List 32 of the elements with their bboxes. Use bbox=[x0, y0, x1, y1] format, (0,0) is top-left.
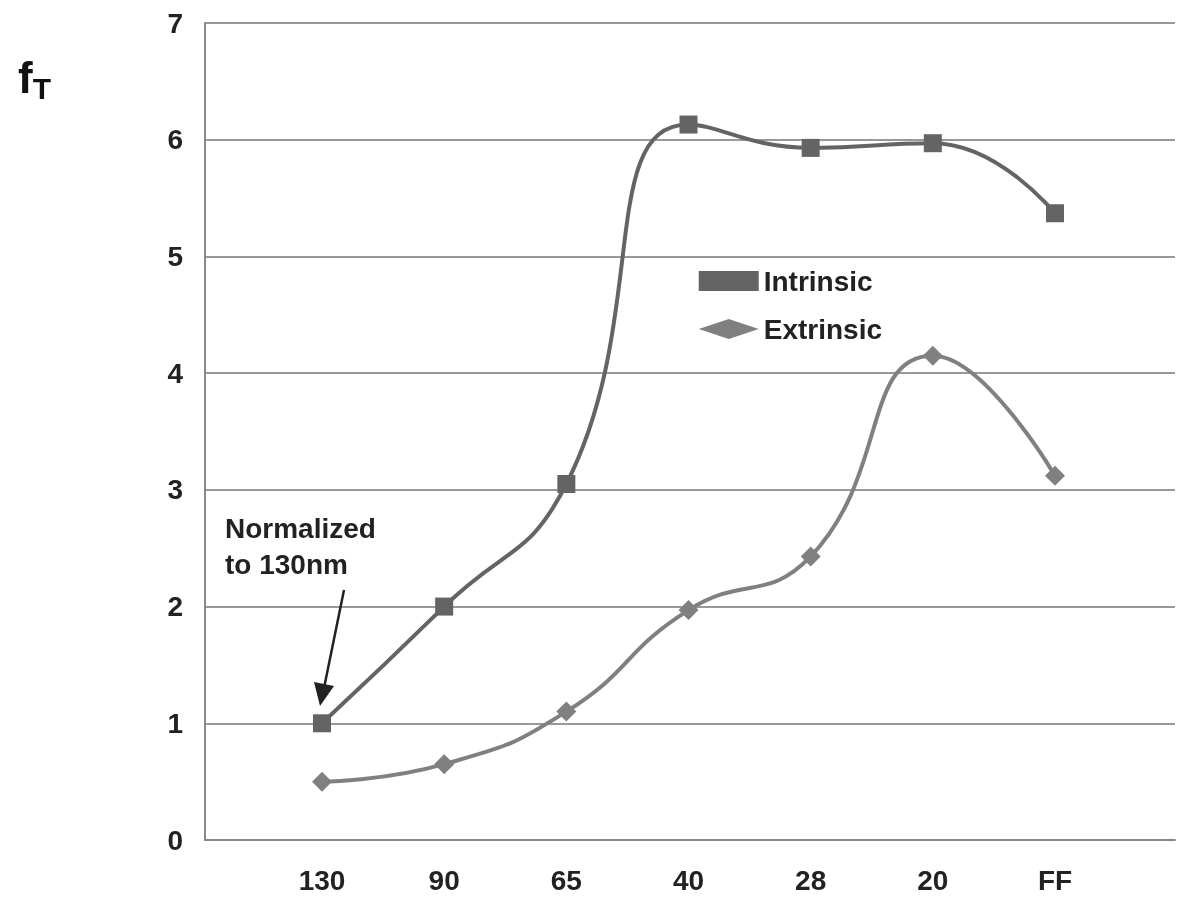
annotation: Normalized to 130nm bbox=[225, 512, 376, 580]
point bbox=[801, 138, 820, 157]
y-tick-label: 7 bbox=[167, 7, 183, 39]
legend-label: Intrinsic bbox=[763, 265, 873, 297]
y-tick-label: 6 bbox=[167, 124, 183, 156]
point bbox=[1046, 204, 1064, 223]
x-tick-label: 65 bbox=[550, 864, 582, 896]
point bbox=[800, 546, 821, 567]
x-tick-label: 40 bbox=[672, 864, 705, 896]
point bbox=[434, 754, 455, 775]
x-tick-label: 90 bbox=[428, 864, 460, 896]
y-tick-label: 2 bbox=[167, 591, 183, 623]
y-tick-label: 0 bbox=[167, 824, 183, 856]
point bbox=[678, 600, 699, 621]
y-tick-label: 5 bbox=[167, 240, 183, 272]
y-tick-label: 1 bbox=[167, 707, 183, 739]
point bbox=[312, 771, 332, 792]
x-tick-label: FF bbox=[1037, 864, 1073, 896]
x-tick-label: 20 bbox=[917, 864, 949, 896]
point bbox=[923, 134, 942, 153]
y-tick-label: 4 bbox=[167, 357, 184, 389]
point bbox=[1045, 465, 1065, 486]
point bbox=[679, 115, 698, 134]
point bbox=[313, 714, 331, 733]
x-tick-label: 130 bbox=[298, 864, 346, 896]
y-tick-label: 3 bbox=[167, 474, 183, 506]
point bbox=[922, 345, 943, 366]
x-tick-label: 28 bbox=[795, 864, 827, 896]
point bbox=[435, 597, 454, 616]
point bbox=[556, 701, 577, 722]
point bbox=[557, 475, 576, 494]
legend-label: Extrinsic bbox=[763, 313, 883, 345]
